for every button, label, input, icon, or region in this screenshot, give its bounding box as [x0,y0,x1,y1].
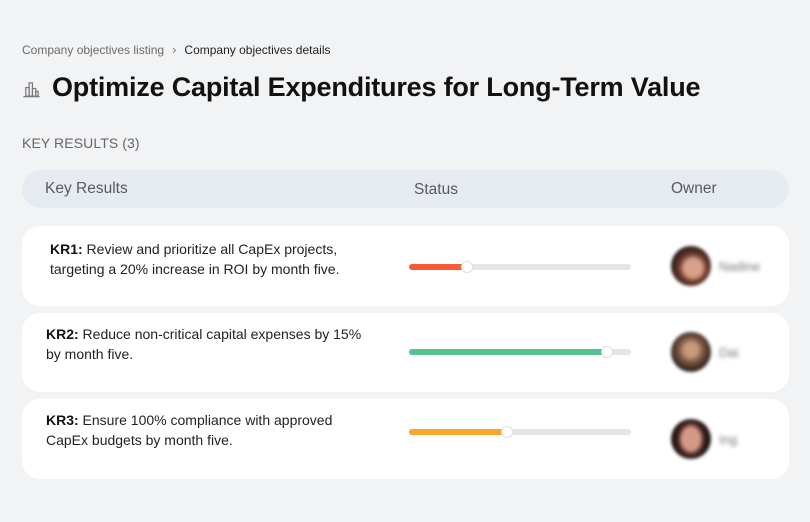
key-result-row[interactable]: KR2: Reduce non-critical capital expense… [22,313,789,392]
key-results-count-label: KEY RESULTS (3) [22,135,140,151]
progress-handle[interactable] [500,426,513,438]
column-header-key-results: Key Results [45,180,128,197]
key-result-text: Reduce non-critical capital expenses by … [46,326,362,362]
progress-fill [409,429,507,435]
key-result-description: KR2: Reduce non-critical capital expense… [46,324,376,364]
progress-fill [409,349,607,355]
key-result-id: KR2: [46,326,79,342]
column-header-status: Status [414,181,458,198]
owner-name: Dai [719,344,739,360]
key-result-description: KR3: Ensure 100% compliance with approve… [46,410,376,450]
key-result-description: KR1: Review and prioritize all CapEx pro… [50,239,342,279]
page-title: Optimize Capital Expenditures for Long-T… [52,72,701,102]
owner-name: Nadine [719,258,761,274]
key-results-table-header: Key Results Status Owner [22,170,789,208]
key-result-text: Ensure 100% compliance with approved Cap… [46,412,333,448]
progress-bar[interactable] [409,346,631,358]
owner-name: Ing [719,431,738,447]
owner-cell[interactable]: Dai [671,332,739,372]
page-header: Optimize Capital Expenditures for Long-T… [22,70,701,104]
owner-cell[interactable]: Ing [671,419,737,459]
chevron-right-icon: › [172,42,177,57]
progress-handle[interactable] [600,346,613,358]
avatar [671,419,711,459]
progress-fill [409,264,467,270]
key-result-id: KR1: [50,241,83,257]
avatar [671,246,711,286]
progress-handle[interactable] [460,261,473,273]
breadcrumb-current-objective-details: Company objectives details [184,43,331,57]
breadcrumb: Company objectives listing › Company obj… [22,42,331,58]
progress-bar[interactable] [409,261,631,273]
avatar [671,332,711,372]
key-result-id: KR3: [46,412,79,428]
key-result-text: Review and prioritize all CapEx projects… [50,241,340,277]
breadcrumb-link-objectives-listing[interactable]: Company objectives listing [22,43,165,57]
column-header-owner: Owner [671,180,717,197]
key-result-row[interactable]: KR3: Ensure 100% compliance with approve… [22,399,789,479]
owner-cell[interactable]: Nadine [671,246,760,286]
progress-bar[interactable] [409,426,631,438]
key-result-row[interactable]: KR1: Review and prioritize all CapEx pro… [22,226,789,306]
buildings-icon [23,81,40,97]
